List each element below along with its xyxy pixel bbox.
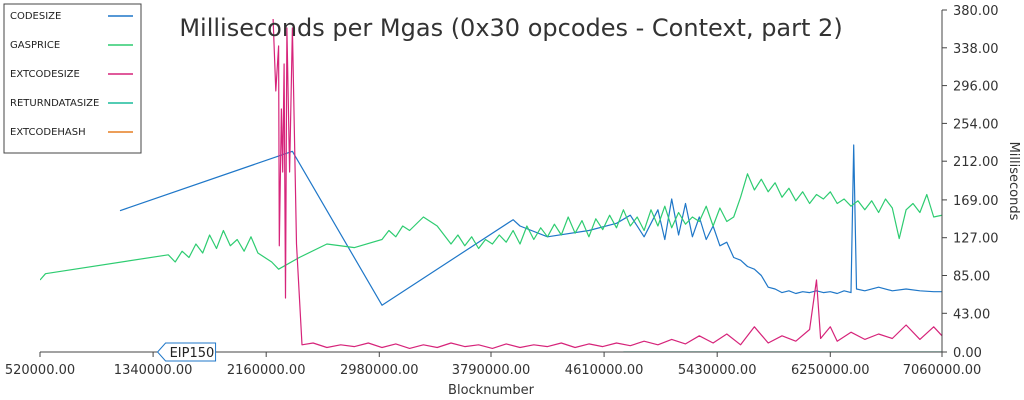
y-tick-label: 127.00 xyxy=(953,232,999,247)
x-tick-label: 5430000.00 xyxy=(678,363,757,378)
y-tick-label: 254.00 xyxy=(953,117,999,132)
annotation-flag xyxy=(156,342,217,362)
legend-label: RETURNDATASIZE xyxy=(10,98,99,109)
x-tick-label: 2980000.00 xyxy=(340,363,419,378)
legend-label: CODESIZE xyxy=(10,11,61,22)
x-tick-label: 7060000.00 xyxy=(903,363,982,378)
x-tick-label: 3790000.00 xyxy=(452,363,531,378)
annotation-label: EIP150 xyxy=(170,346,215,361)
x-tick-label: 6250000.00 xyxy=(791,363,870,378)
x-tick-label: 1340000.00 xyxy=(114,363,193,378)
x-tick-label: 520000.00 xyxy=(5,363,75,378)
x-ticks: 520000.00 1340000.00 2160000.00 2980000.00 3… xyxy=(5,352,981,378)
eip150-annotation: EIP150 xyxy=(156,342,217,362)
legend-label: GASPRICE xyxy=(10,40,60,51)
x-tick-label: 4610000.00 xyxy=(565,363,644,378)
legend-box xyxy=(3,3,142,154)
y-tick-label: 296.00 xyxy=(953,80,999,95)
plot-area xyxy=(40,18,942,352)
x-axis-label: Blocknumber xyxy=(448,383,535,398)
legend: CODESIZE GASPRICE EXTCODESIZE RETURNDATASIZ… xyxy=(3,3,142,154)
chart-title: Milliseconds per Mgas (0x30 opcodes - Co… xyxy=(179,14,842,42)
y-ticks: 0.00 43.00 85.00 127.00 169.00 212.00 254.00 29… xyxy=(942,4,999,361)
y-tick-label: 338.00 xyxy=(953,42,999,57)
series-line-gasprice xyxy=(40,173,942,281)
y-tick-label: 85.00 xyxy=(953,270,990,285)
y-tick-label: 380.00 xyxy=(953,4,999,19)
series-line-codesize xyxy=(119,144,942,306)
y-tick-label: 43.00 xyxy=(953,307,990,322)
y-tick-label: 0.00 xyxy=(953,346,982,361)
series-line-extcodesize xyxy=(272,18,942,349)
x-tick-label: 2160000.00 xyxy=(227,363,306,378)
y-tick-label: 169.00 xyxy=(953,194,999,209)
y-axis-label: Milliseconds xyxy=(1006,142,1021,221)
y-tick-label: 212.00 xyxy=(953,155,999,170)
legend-label: EXTCODEHASH xyxy=(10,127,86,138)
legend-label: EXTCODESIZE xyxy=(10,69,80,80)
